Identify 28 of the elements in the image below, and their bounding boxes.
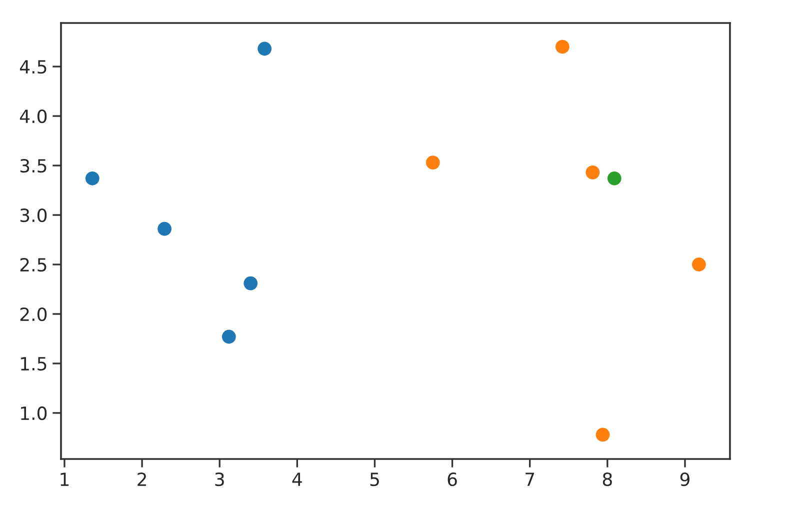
y-tick-label: 1.5 — [21, 357, 46, 371]
y-tick-label: 1.0 — [21, 406, 47, 420]
y-tick-label: 3.0 — [20, 208, 47, 222]
y-tick-label: 3.5 — [20, 158, 46, 173]
x-tick-label: 8 — [602, 472, 612, 486]
point — [85, 171, 100, 186]
point — [426, 156, 440, 170]
point — [222, 330, 236, 344]
y-tick-label: 2.0 — [20, 307, 47, 322]
x-tick-label: 7 — [526, 472, 534, 486]
point — [586, 166, 600, 180]
y-tick-label: 4.0 — [20, 110, 47, 124]
x-tick-label: 4 — [292, 472, 302, 486]
point — [258, 42, 272, 56]
x-tick-label: 5 — [370, 472, 379, 486]
y-tick-label: 4.5 — [20, 60, 46, 74]
x-tick-label: 3 — [215, 472, 224, 486]
point — [607, 171, 622, 186]
point — [596, 428, 610, 442]
x-tick-label: 1 — [60, 472, 69, 486]
point — [244, 276, 258, 290]
x-tick-label: 9 — [680, 472, 690, 486]
point — [158, 222, 172, 236]
y-tick-label: 2.5 — [20, 258, 46, 272]
x-tick-label: 2 — [138, 472, 146, 486]
x-tick-label: 6 — [448, 472, 457, 486]
point — [692, 258, 706, 272]
point — [555, 40, 570, 54]
